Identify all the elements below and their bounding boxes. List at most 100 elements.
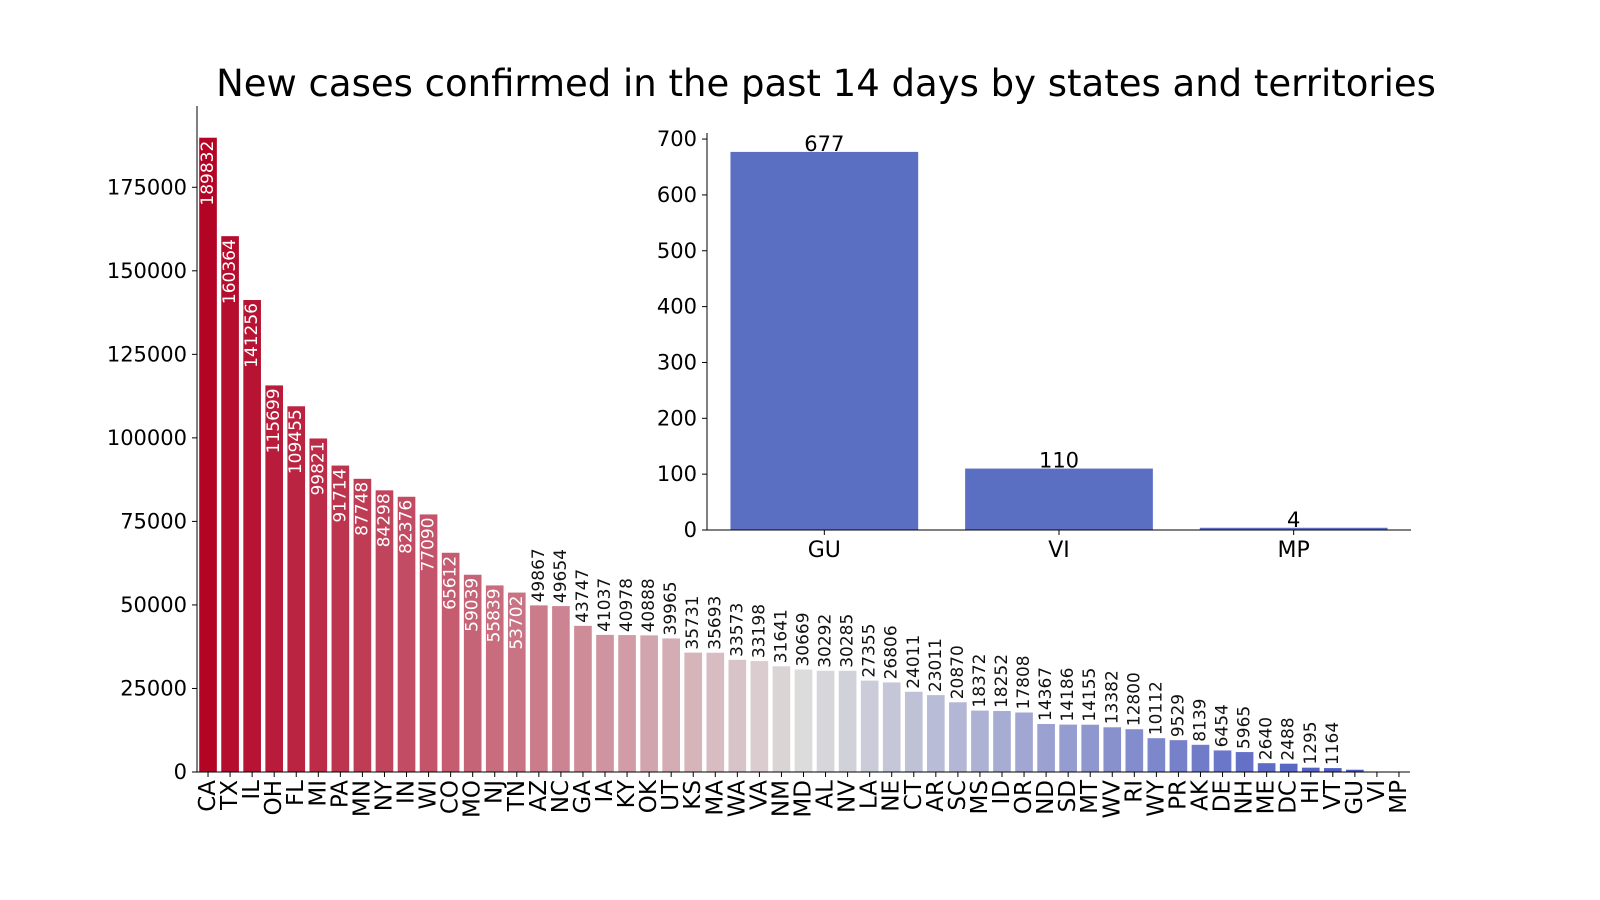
bar-value-label: 30292 (816, 614, 836, 668)
bar-wv (1103, 727, 1122, 772)
bar-value-label: 49867 (529, 548, 549, 602)
bar-fl (287, 406, 306, 772)
x-tick-label: VI (1364, 780, 1390, 803)
bar-dc (1279, 763, 1298, 772)
bar-tx (221, 236, 239, 772)
x-tick-label: NE (879, 780, 905, 812)
x-tick-label: AZ (526, 780, 552, 812)
bar-wi (419, 514, 438, 772)
bar-value-label: 24011 (904, 635, 924, 689)
y-tick-label: 100000 (107, 426, 187, 450)
y-tick-label: 25000 (120, 676, 187, 700)
x-tick-label: MA (702, 780, 728, 816)
bar-value-label: 14367 (1036, 667, 1056, 721)
bar-ks (684, 652, 703, 772)
y-tick-label: 150000 (107, 259, 187, 283)
bar-ma (706, 652, 725, 772)
x-tick-label: KS (680, 780, 706, 810)
x-tick-label: VA (746, 780, 772, 810)
inset-bar-mp (1199, 527, 1388, 530)
bar-value-label: 115699 (264, 388, 284, 453)
x-tick-label: NH (1232, 780, 1258, 815)
inset-y-tick-label: 500 (657, 239, 697, 263)
bar-de (1213, 750, 1232, 772)
bar-az (530, 605, 548, 772)
bar-me (1257, 763, 1276, 772)
bar-ar (927, 695, 945, 772)
x-tick-label: AR (923, 780, 949, 812)
bar-nm (772, 666, 791, 772)
bar-value-label: 91714 (330, 469, 350, 523)
bar-value-label: 40978 (617, 578, 637, 632)
bar-in (397, 496, 416, 772)
bar-gu (1346, 769, 1364, 772)
x-tick-label: DE (1210, 780, 1236, 812)
y-tick-label: 125000 (107, 342, 187, 366)
bar-value-label: 160364 (220, 239, 240, 304)
inset-bar-gu (730, 151, 919, 530)
x-tick-label: PR (1165, 780, 1191, 810)
bar-value-label: 12800 (1124, 672, 1144, 726)
bar-pr (1169, 740, 1188, 772)
x-tick-label: IN (394, 780, 420, 804)
bar-value-label: 53702 (507, 596, 527, 650)
x-tick-label: NJ (482, 780, 508, 804)
inset-y-tick-label: 700 (657, 127, 697, 151)
bar-nj (485, 585, 504, 772)
x-tick-label: OK (636, 779, 662, 813)
bar-value-label: 14186 (1058, 668, 1078, 722)
bar-value-label: 10112 (1146, 681, 1166, 735)
x-tick-label: MI (305, 780, 331, 807)
bar-value-label: 99821 (308, 441, 328, 495)
bar-id (993, 711, 1011, 772)
bar-ky (618, 635, 636, 772)
chart-title: New cases confirmed in the past 14 days … (216, 62, 1436, 105)
x-tick-label: SD (1055, 780, 1081, 812)
x-tick-label: CA (195, 780, 221, 812)
inset-x-tick-label: GU (808, 538, 841, 563)
x-tick-label: LA (857, 780, 883, 809)
bar-mo (463, 574, 482, 772)
bar-va (750, 661, 769, 772)
bar-sd (1059, 724, 1077, 772)
x-tick-label: OR (1011, 780, 1037, 814)
bar-value-label: 27355 (860, 624, 880, 678)
x-tick-label: IA (592, 780, 618, 803)
x-tick-label: MD (791, 780, 817, 818)
bar-value-label: 65612 (441, 556, 461, 610)
bar-ny (375, 490, 394, 772)
x-tick-label: ME (1254, 780, 1280, 814)
bar-value-label: 109455 (286, 409, 306, 474)
x-tick-label: PA (327, 780, 353, 808)
x-tick-label: OH (261, 780, 287, 815)
bar-la (860, 680, 879, 772)
inset-bar-value-label: 677 (804, 132, 844, 156)
bar-al (816, 670, 835, 772)
bar-value-label: 18252 (992, 654, 1012, 708)
bar-value-label: 2640 (1257, 717, 1277, 760)
bar-value-label: 82376 (397, 500, 417, 554)
y-tick-label: 175000 (107, 175, 187, 199)
y-tick-label: 50000 (120, 593, 187, 617)
inset-y-tick-label: 600 (657, 183, 697, 207)
bar-value-label: 59039 (463, 578, 483, 632)
x-tick-label: ND (1033, 780, 1059, 815)
bar-ca (199, 137, 217, 772)
y-tick-label: 75000 (120, 509, 187, 533)
x-tick-label: GU (1342, 780, 1368, 815)
bar-value-label: 31641 (771, 609, 791, 663)
bar-value-label: 33573 (727, 603, 747, 657)
x-tick-label: GA (570, 780, 596, 814)
x-tick-label: WI (416, 780, 442, 810)
y-tick-label: 0 (174, 760, 187, 784)
bar-value-label: 18372 (970, 654, 990, 708)
inset-bar-value-label: 110 (1039, 449, 1079, 473)
x-tick-label: TX (217, 780, 243, 811)
bar-value-label: 87748 (352, 482, 372, 536)
bar-ok (640, 635, 658, 772)
bar-or (1015, 712, 1033, 772)
bar-value-label: 39965 (661, 581, 681, 635)
x-tick-label: WV (1099, 780, 1125, 819)
bar-mi (309, 438, 328, 772)
